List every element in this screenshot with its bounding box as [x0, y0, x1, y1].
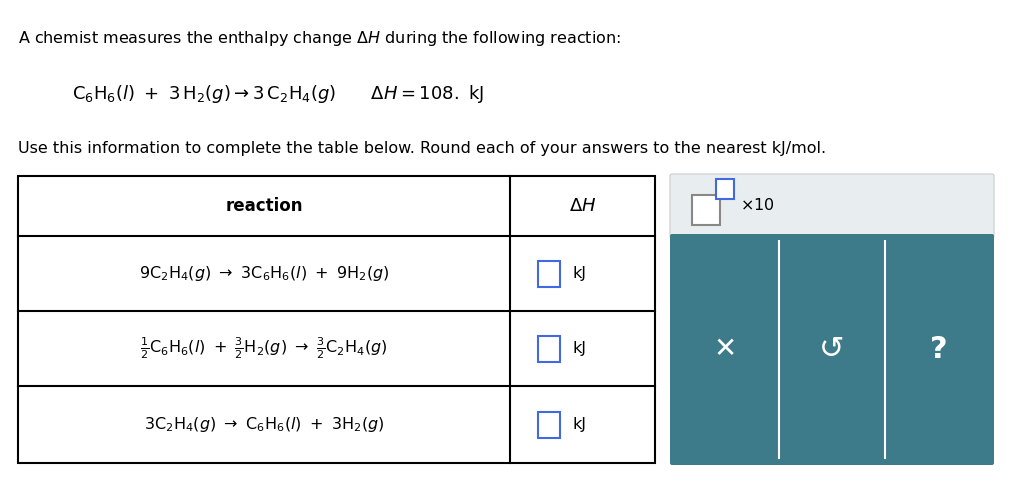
- Text: ?: ?: [930, 335, 947, 364]
- Text: ↺: ↺: [819, 335, 845, 364]
- Text: reaction: reaction: [225, 197, 303, 215]
- Bar: [716, 179, 734, 199]
- Text: ✕: ✕: [714, 335, 737, 363]
- Text: $3\mathrm{C_2H_4}(g)\ \rightarrow\ \mathrm{C_6H_6}(\mathit{l})\ +\ 3\mathrm{H_2}: $3\mathrm{C_2H_4}(g)\ \rightarrow\ \math…: [143, 415, 384, 434]
- Text: $\times 10$: $\times 10$: [740, 197, 774, 213]
- Text: $\frac{1}{2}\mathrm{C_6H_6}(\mathit{l})\ +\ \frac{3}{2}\mathrm{H_2}(g)\ \rightar: $\frac{1}{2}\mathrm{C_6H_6}(\mathit{l})\…: [140, 336, 388, 361]
- Text: A chemist measures the enthalpy change $\mathit{\Delta H}$ during the following : A chemist measures the enthalpy change $…: [18, 29, 622, 48]
- Bar: [538, 261, 560, 287]
- Bar: [538, 335, 560, 361]
- Text: kJ: kJ: [573, 341, 587, 356]
- FancyBboxPatch shape: [670, 174, 994, 238]
- Bar: [538, 411, 560, 437]
- Text: Use this information to complete the table below. Round each of your answers to : Use this information to complete the tab…: [18, 141, 826, 156]
- FancyBboxPatch shape: [670, 234, 994, 465]
- Text: $\mathit{\Delta H}$: $\mathit{\Delta H}$: [568, 197, 596, 215]
- Text: $\mathrm{C_6H_6}(\mathit{l})\ +\ 3\,\mathrm{H_2}(g){\rightarrow}3\,\mathrm{C_2H_: $\mathrm{C_6H_6}(\mathit{l})\ +\ 3\,\mat…: [72, 83, 484, 105]
- Text: kJ: kJ: [573, 417, 587, 432]
- Text: $9\mathrm{C_2H_4}(g)\ \rightarrow\ 3\mathrm{C_6H_6}(\mathit{l})\ +\ 9\mathrm{H_2: $9\mathrm{C_2H_4}(g)\ \rightarrow\ 3\mat…: [138, 264, 389, 283]
- Text: kJ: kJ: [573, 266, 587, 281]
- Bar: [692, 195, 720, 225]
- Bar: [18, 176, 655, 463]
